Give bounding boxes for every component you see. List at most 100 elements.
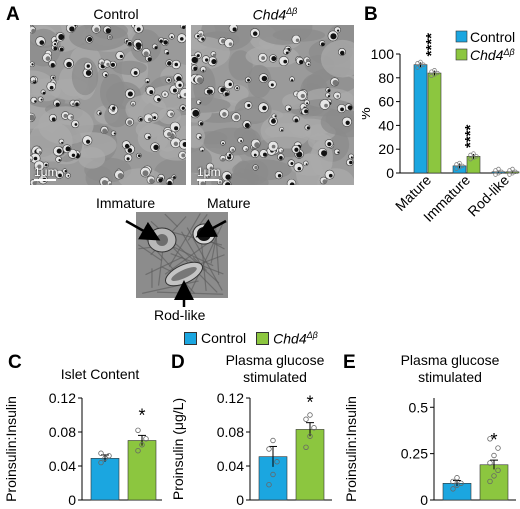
data-point [303,416,309,422]
y-tick-label: 20 [378,141,394,157]
panel-letter-d: D [171,352,185,373]
data-point [487,478,493,485]
y-tick-label: 40 [378,117,394,133]
data-point [450,478,456,485]
data-point [495,445,501,451]
data-point [98,459,104,466]
legend-label-control: Control [201,330,247,347]
bar-control [90,458,120,501]
data-point [487,460,493,466]
data-point [270,471,276,478]
chart-b-legend: Control Chd4Δβ [455,29,515,63]
scalebar-label-control: 1μm [34,165,58,179]
data-point [432,68,437,73]
data-point [98,450,104,456]
legend-swatch [455,48,468,61]
y-axis-label: % [362,107,373,119]
y-tick-label: 0.04 [217,458,244,474]
data-point [139,442,145,448]
data-point [266,446,272,452]
bar-mutant [127,440,157,501]
panel-letter-e: E [343,352,356,373]
plot-area: 0 0.04 0.08 0.12 Proinsulin (μg/L) * [170,390,332,508]
em-image-mutant: 1μm [191,25,354,185]
bar-mature-control [413,64,428,174]
inset-label-immature: Immature [96,195,156,211]
data-point [491,452,497,459]
chart-b: 020406080100%****Mature****ImmatureRod-l… [362,29,520,225]
data-point [135,427,141,433]
arrow-mature [195,219,227,238]
data-point [270,437,276,444]
arrow-immature [125,219,161,241]
chart-d-title: Plasma glucose stimulated [225,352,325,385]
chart-e: 0 0.25 0.5 Proinsulin:Insulin * [343,396,516,508]
legend-swatch-mutant [256,331,270,345]
data-point [421,62,426,67]
data-point [474,154,479,159]
em-micrograph-control [30,25,186,185]
figure-legend: Control Chd4Δβ [184,330,318,347]
significance-marker: * [138,405,145,425]
plot-area: 0 0.25 0.5 Proinsulin:Insulin * [343,396,516,508]
y-tick-label: 100 [371,46,395,62]
chart-c-title: Islet Content [60,366,140,382]
y-tick-label: 0 [420,492,428,508]
scalebar-mutant [197,179,219,181]
data-point [457,160,462,166]
control-image-label: Control [93,6,139,22]
y-tick-label: 0 [68,492,76,508]
y-tick-label: 0.12 [217,390,244,406]
significance-marker: * [306,393,313,413]
em-micrograph-mutant [191,25,354,185]
legend-swatch [455,30,468,43]
chart-d: 0 0.04 0.08 0.12 Proinsulin (μg/L) * [170,390,332,508]
data-point [135,447,141,454]
y-tick-label: 0.08 [49,424,76,440]
bar-mutant [295,429,325,501]
data-point [418,59,423,65]
data-point [266,481,272,488]
x-category-label: Rod-like [464,172,512,220]
chart-e-title: Plasma glucose stimulated [400,352,500,385]
scalebar-label-mutant: 1μm [197,165,221,179]
y-axis-label: Proinsulin (μg/L) [170,398,186,500]
em-image-control: 1μm [30,25,186,185]
data-point [471,151,476,156]
bar-mutant [479,464,509,501]
y-axis-label: Proinsulin:Insulin [3,396,19,502]
y-tick-label: 0.25 [401,446,428,462]
data-point [435,70,440,76]
panel-letter-c: C [8,352,22,373]
data-point [491,473,497,479]
legend-swatch-control [184,331,197,345]
data-point [510,166,515,172]
y-tick-label: 0 [236,492,244,508]
data-point [307,412,313,418]
data-point [106,453,112,459]
y-tick-label: 0.08 [217,424,244,440]
legend-label-mutant: Chd4Δβ [273,330,318,347]
data-point [143,436,149,442]
y-axis-label: Proinsulin:Insulin [343,396,359,502]
plot-area: 0 0.04 0.08 0.12 Proinsulin:Insulin * [3,390,162,508]
significance-marker: **** [423,33,440,57]
mutant-image-label: Chd4Δβ [252,6,298,23]
inset-label-mature: Mature [207,195,251,211]
chart-c: 0 0.04 0.08 0.12 Proinsulin:Insulin * [3,390,162,508]
data-point [274,459,280,465]
data-point [303,444,309,450]
inset-label-rodlike: Rod-like [154,307,206,323]
data-point [513,169,518,174]
y-tick-label: 0.12 [49,390,76,406]
data-point [487,436,493,442]
data-point [450,486,456,492]
significance-marker: * [490,430,497,450]
inset-arrows [125,219,227,307]
y-tick-label: 0 [386,165,394,181]
scalebar-control [34,179,56,181]
data-point [460,163,465,169]
y-tick-label: 0.5 [409,399,429,415]
legend-label: Control [470,29,515,45]
y-tick-label: 0.04 [49,458,76,474]
